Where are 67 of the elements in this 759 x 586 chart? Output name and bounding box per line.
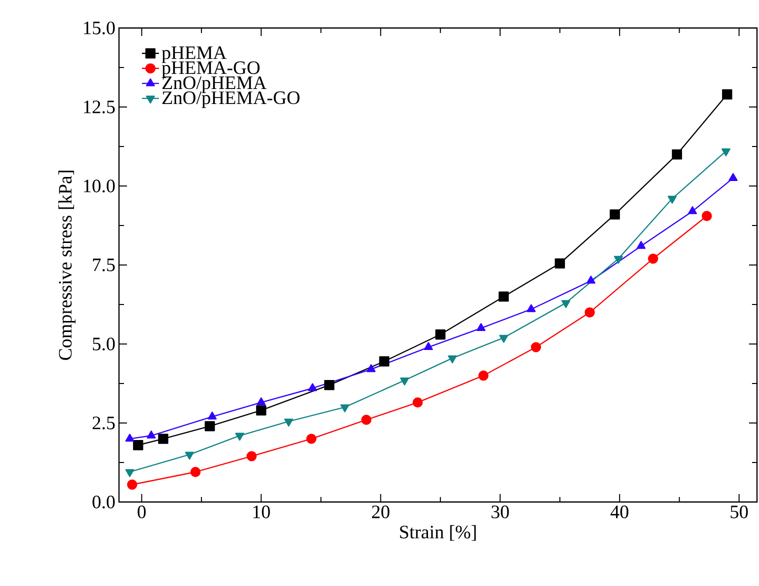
x-axis-title: Strain [%] (400, 525, 476, 541)
x-tick-label: 50 (730, 506, 748, 518)
y-tick-label: 7.5 (93, 258, 115, 272)
point (702, 210, 712, 222)
point (530, 342, 542, 352)
point (379, 356, 390, 366)
point (306, 434, 316, 444)
legend-label: pHEMA-GO (162, 61, 260, 78)
point (125, 469, 134, 478)
point (185, 452, 194, 460)
point (190, 466, 201, 478)
point (435, 329, 446, 340)
point (361, 414, 372, 425)
x-tick-label: 0 (138, 506, 146, 518)
point (366, 364, 376, 372)
point (721, 148, 730, 156)
y-axis-title: Compressive stress [kPa] (58, 170, 76, 360)
point (125, 434, 134, 442)
point (412, 397, 423, 408)
point (324, 380, 334, 390)
point (728, 173, 738, 181)
y-tick-label: 12.5 (84, 100, 115, 114)
point (204, 421, 215, 432)
point (127, 480, 138, 490)
point (526, 304, 536, 312)
y-tick-label: 0.0 (92, 496, 115, 508)
point (722, 89, 732, 100)
point (424, 342, 433, 350)
point (498, 292, 509, 302)
point (340, 404, 350, 412)
y-tick-label: 15.0 (84, 22, 115, 34)
point (246, 451, 257, 462)
point (208, 412, 217, 420)
y-tick-label: 5.0 (92, 338, 115, 350)
point (586, 276, 596, 284)
x-tick-label: 40 (610, 506, 628, 518)
point (648, 254, 658, 264)
point (400, 378, 410, 386)
x-tick-label: 30 (492, 506, 509, 518)
point (158, 434, 168, 444)
point (308, 383, 318, 392)
point (256, 405, 266, 416)
point (554, 258, 565, 268)
point (614, 256, 623, 264)
point (448, 355, 457, 364)
y-tick-label: 10.0 (84, 180, 115, 192)
point (561, 300, 570, 308)
point (133, 440, 144, 450)
point (610, 209, 620, 220)
point (688, 206, 697, 214)
point (284, 418, 294, 426)
x-tick-label: 20 (372, 506, 390, 518)
point (478, 370, 488, 381)
legend-label: ZnO/pHEMA (162, 76, 267, 93)
point (476, 323, 486, 332)
point (668, 196, 677, 204)
point (235, 432, 244, 441)
y-tick-label: 2.5 (92, 416, 115, 430)
point (256, 397, 266, 406)
point (499, 334, 508, 343)
legend-label: ZnO/pHEMA-GO (162, 91, 300, 108)
point (636, 240, 646, 249)
legend-label: pHEMA (162, 46, 227, 63)
point (146, 430, 156, 438)
x-tick-label: 10 (253, 506, 270, 518)
point (672, 149, 682, 160)
point (584, 307, 595, 318)
